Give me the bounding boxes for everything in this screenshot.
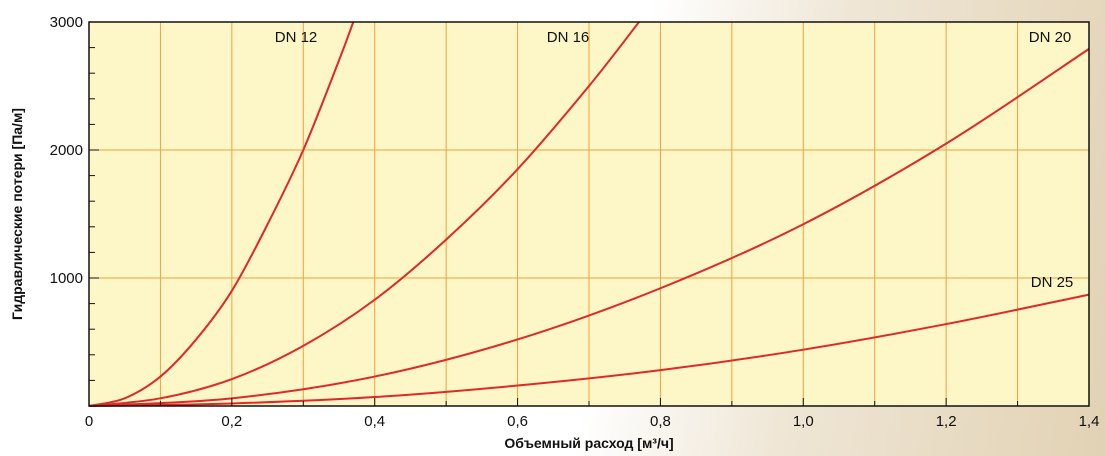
y-tick-label: 1000 [50, 270, 83, 287]
series-line [88, 21, 640, 407]
axes [88, 21, 1090, 407]
x-tick-label: 1,2 [936, 413, 957, 430]
tick-labels: 0 0,2 0,4 0,6 0,8 1,0 1,2 1,4 1000 2000 3000 [50, 14, 1100, 430]
series-label: DN 25 [1031, 274, 1074, 291]
series-labels: DN 12 DN 16 DN 20 DN 25 [275, 29, 1074, 291]
x-tick-label: 1,4 [1079, 413, 1100, 430]
series-label: DN 20 [1029, 29, 1072, 46]
y-axis-title: Гидравлические потери [Па/м] [9, 108, 25, 320]
series-label: DN 12 [275, 29, 318, 46]
y-tick-label: 2000 [50, 142, 83, 159]
series-line [88, 48, 1090, 407]
x-tick-label: 0,2 [221, 413, 242, 430]
series-line [88, 293, 1090, 407]
x-tick-label: 1,0 [793, 413, 814, 430]
x-tick-label: 0 [85, 413, 93, 430]
series-curves [88, 21, 1090, 407]
x-tick-label: 0,8 [650, 413, 671, 430]
x-tick-label: 0,6 [507, 413, 528, 430]
grid [89, 22, 1089, 406]
x-axis-title: Объемный расход [м³/ч] [504, 435, 673, 451]
series-line [88, 21, 355, 407]
series-label: DN 16 [547, 29, 590, 46]
x-tick-label: 0,4 [364, 413, 385, 430]
y-tick-label: 3000 [50, 14, 83, 31]
